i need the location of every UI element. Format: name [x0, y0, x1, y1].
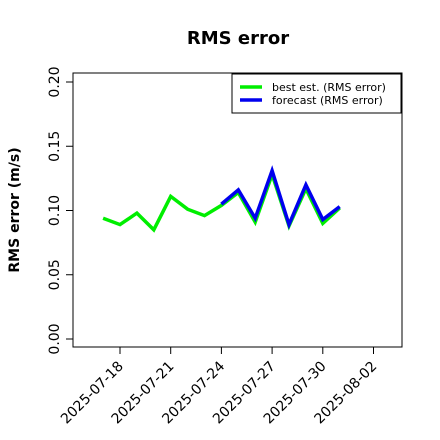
- y-tick-label: 0.10: [47, 195, 63, 226]
- legend-label: best est. (RMS error): [272, 81, 386, 94]
- y-axis: 0.00 0.05 0.10 0.15 0.20: [47, 66, 73, 355]
- y-tick-label: 0.15: [47, 131, 63, 162]
- legend-label: forecast (RMS error): [272, 94, 383, 107]
- x-axis: 2025-07-182025-07-212025-07-242025-07-27…: [58, 347, 380, 427]
- y-tick-label: 0.20: [47, 66, 63, 97]
- y-tick-label: 0.00: [47, 323, 63, 354]
- y-tick-label: 0.05: [47, 259, 63, 290]
- chart-title: RMS error: [187, 28, 289, 49]
- legend: best est. (RMS error)forecast (RMS error…: [231, 73, 402, 114]
- series-layer: [102, 165, 341, 233]
- legend-box: [231, 73, 402, 114]
- plot-frame: [72, 72, 403, 348]
- y-axis-label: RMS error (m/s): [7, 147, 23, 272]
- series-line-2: [220, 165, 341, 230]
